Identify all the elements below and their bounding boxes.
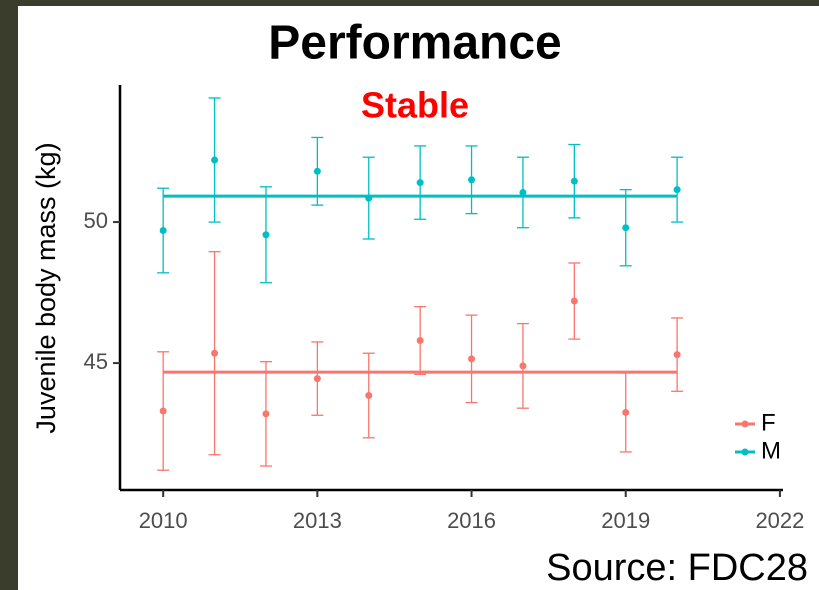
point [673, 351, 681, 359]
annotation: Stable [361, 85, 469, 126]
legend-key-point [741, 448, 749, 456]
y-tick-label: 45 [84, 349, 108, 374]
point [262, 410, 270, 418]
panel [18, 6, 819, 590]
y-tick-label: 50 [84, 208, 108, 233]
x-tick-label: 2016 [447, 508, 496, 533]
x-tick-label: 2019 [601, 508, 650, 533]
point [570, 297, 578, 305]
legend-key-point [741, 420, 749, 428]
chart-title: Performance [268, 17, 561, 70]
legend-label: M [761, 437, 781, 464]
point [570, 177, 578, 185]
point [211, 349, 219, 357]
point [313, 375, 321, 383]
point [313, 167, 321, 175]
point [159, 407, 167, 415]
point [262, 231, 270, 239]
point [519, 362, 527, 370]
point [468, 176, 476, 184]
point [211, 156, 219, 164]
x-tick-label: 2013 [293, 508, 342, 533]
point [416, 337, 424, 345]
x-tick-label: 2022 [755, 508, 804, 533]
point [622, 224, 630, 232]
point [365, 194, 373, 202]
point [519, 188, 527, 196]
y-axis-label: Juvenile body mass (kg) [31, 142, 61, 433]
point [159, 227, 167, 235]
point [416, 179, 424, 187]
source: Source: FDC28 [546, 547, 808, 589]
point [468, 355, 476, 363]
legend-label: F [761, 409, 776, 436]
point [622, 408, 630, 416]
point [673, 186, 681, 194]
x-tick-label: 2010 [139, 508, 188, 533]
point [365, 392, 373, 400]
